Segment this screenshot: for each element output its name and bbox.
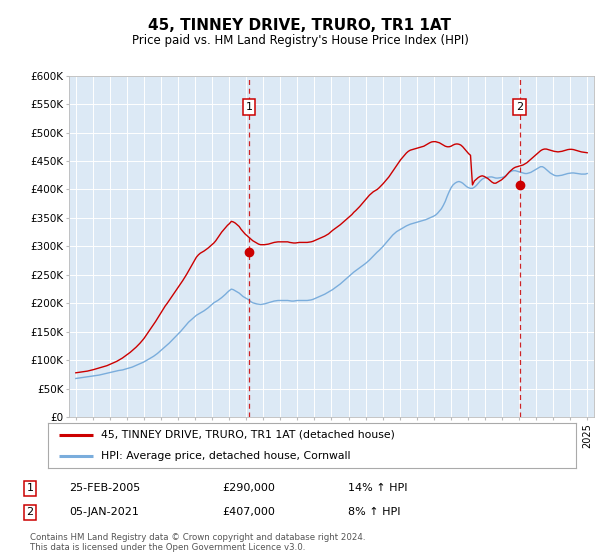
Text: 8% ↑ HPI: 8% ↑ HPI bbox=[348, 507, 401, 517]
Text: 2: 2 bbox=[516, 102, 523, 112]
Text: Price paid vs. HM Land Registry's House Price Index (HPI): Price paid vs. HM Land Registry's House … bbox=[131, 34, 469, 47]
Text: HPI: Average price, detached house, Cornwall: HPI: Average price, detached house, Corn… bbox=[101, 451, 350, 461]
Text: 25-FEB-2005: 25-FEB-2005 bbox=[69, 483, 140, 493]
Text: Contains HM Land Registry data © Crown copyright and database right 2024.: Contains HM Land Registry data © Crown c… bbox=[30, 533, 365, 542]
Text: 2: 2 bbox=[26, 507, 34, 517]
Text: 1: 1 bbox=[26, 483, 34, 493]
Text: 1: 1 bbox=[245, 102, 253, 112]
Text: £290,000: £290,000 bbox=[222, 483, 275, 493]
Text: £407,000: £407,000 bbox=[222, 507, 275, 517]
Text: 45, TINNEY DRIVE, TRURO, TR1 1AT: 45, TINNEY DRIVE, TRURO, TR1 1AT bbox=[149, 18, 452, 32]
Text: This data is licensed under the Open Government Licence v3.0.: This data is licensed under the Open Gov… bbox=[30, 543, 305, 552]
Text: 45, TINNEY DRIVE, TRURO, TR1 1AT (detached house): 45, TINNEY DRIVE, TRURO, TR1 1AT (detach… bbox=[101, 430, 395, 440]
Text: 14% ↑ HPI: 14% ↑ HPI bbox=[348, 483, 407, 493]
Text: 05-JAN-2021: 05-JAN-2021 bbox=[69, 507, 139, 517]
